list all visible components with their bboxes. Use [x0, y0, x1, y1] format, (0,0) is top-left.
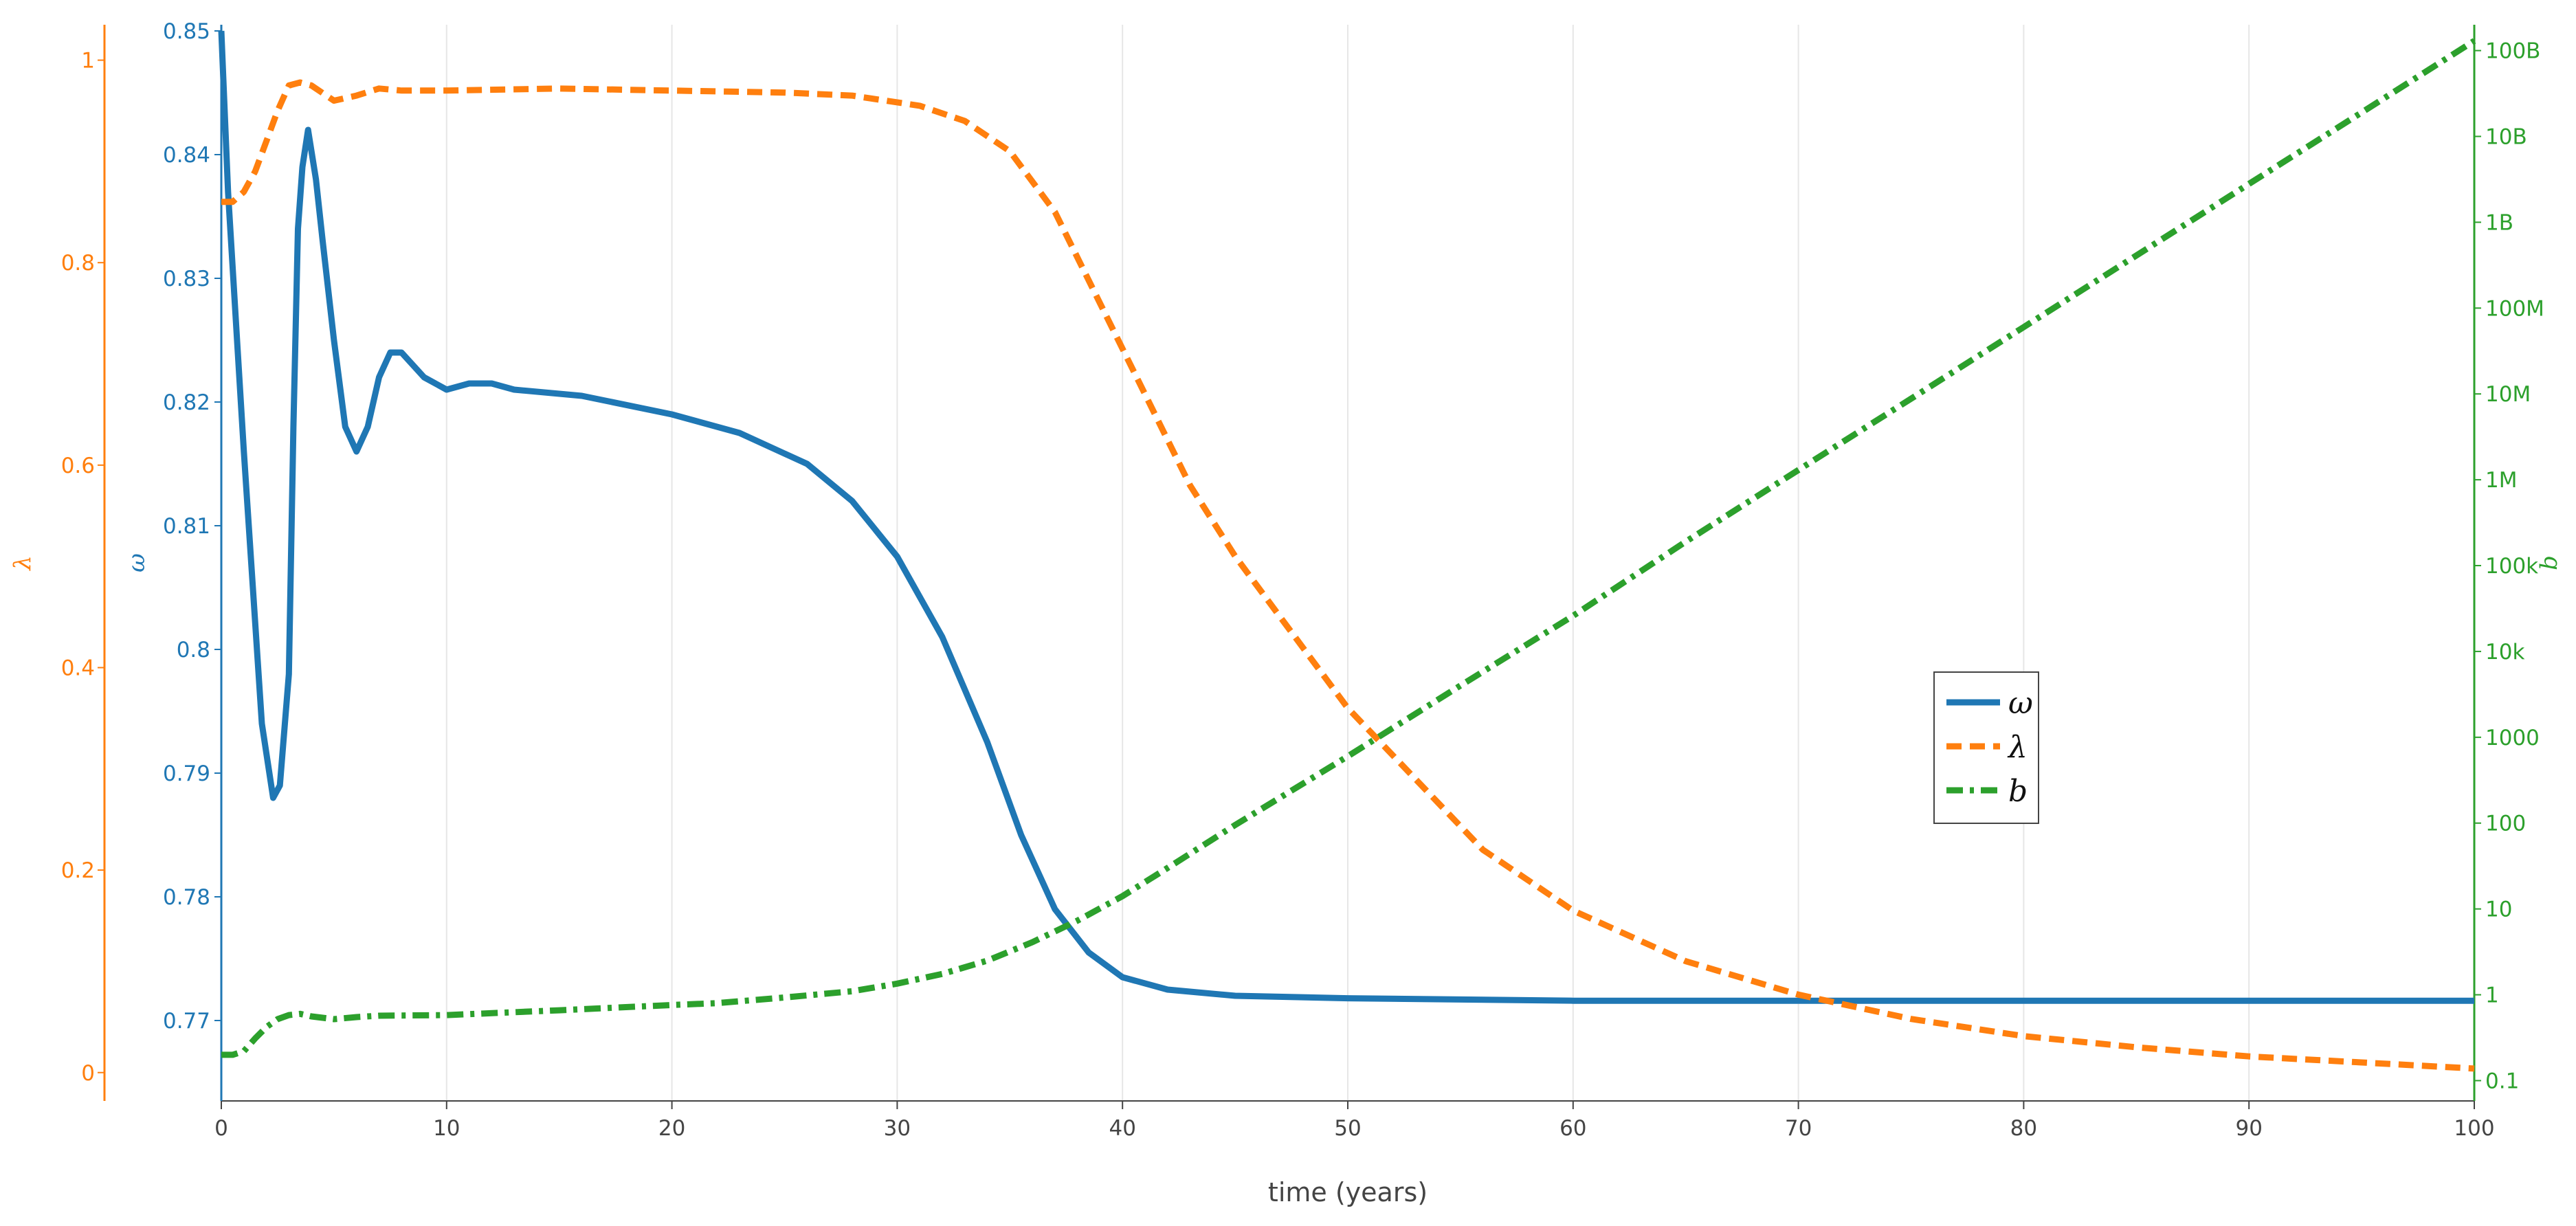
x-tick-label: 70: [1785, 1116, 1812, 1141]
legend[interactable]: ωλb: [1933, 671, 2039, 824]
b-tick-label: 100k: [2485, 554, 2538, 579]
omega-tick-label: 0.8: [177, 638, 210, 662]
omega-tick-label: 0.84: [163, 143, 210, 168]
x-tick-label: 40: [1109, 1116, 1135, 1141]
lambda-tick-label: 0: [81, 1061, 95, 1086]
omega-tick-label: 0.83: [163, 267, 210, 291]
b-tick-label: 10k: [2485, 640, 2524, 665]
x-tick-label: 60: [1559, 1116, 1586, 1141]
b-axis-title: b: [2535, 555, 2563, 570]
b-tick-label: 1B: [2485, 210, 2513, 235]
omega-axis-title: ω: [123, 553, 151, 572]
b-tick-label: 0.1: [2485, 1069, 2519, 1093]
x-tick-label: 50: [1334, 1116, 1361, 1141]
b-tick-label: 10M: [2485, 382, 2531, 407]
b-tick-label: 10B: [2485, 125, 2527, 150]
legend-label-omega: ω: [2008, 686, 2033, 721]
x-axis-title: time (years): [1268, 1177, 1428, 1207]
lambda-tick-label: 0.8: [61, 251, 95, 276]
x-tick-label: 90: [2235, 1116, 2262, 1141]
x-tick-label: 10: [433, 1116, 460, 1141]
x-tick-label: 100: [2454, 1116, 2494, 1141]
series-layer: [218, 30, 2476, 1072]
omega-tick-label: 0.77: [163, 1009, 210, 1034]
lambda-tick-label: 0.2: [61, 858, 95, 883]
b-tick-label: 100M: [2485, 296, 2544, 321]
x-tick-label: 30: [884, 1116, 911, 1141]
grid-layer: [445, 25, 2475, 1101]
b-tick-label: 1: [2485, 983, 2499, 1008]
omega-tick-label: 0.78: [163, 885, 210, 910]
omega-tick-label: 0.81: [163, 514, 210, 539]
b-tick-label: 1M: [2485, 468, 2517, 493]
b-tick-label: 100B: [2485, 39, 2540, 64]
legend-label-b: b: [2008, 774, 2028, 809]
b-tick-label: 1000: [2485, 726, 2540, 750]
x-tick-label: 80: [2010, 1116, 2037, 1141]
x-tick-label: 20: [658, 1116, 685, 1141]
lambda-tick-label: 1: [81, 49, 95, 74]
b-series-line: [221, 38, 2476, 1058]
b-tick-label: 10: [2485, 898, 2512, 922]
omega-tick-label: 0.85: [163, 19, 210, 44]
lambda-tick-label: 0.4: [61, 656, 95, 680]
omega-series-line: [218, 30, 2474, 1004]
lambda-tick-label: 0.6: [61, 454, 95, 478]
omega-tick-label: 0.82: [163, 390, 210, 415]
b-tick-label: 100: [2485, 812, 2526, 836]
lambda-series-line: [221, 79, 2475, 1072]
omega-tick-label: 0.79: [163, 761, 210, 786]
x-tick-label: 0: [214, 1116, 228, 1141]
lambda-axis-title: λ: [9, 555, 36, 572]
legend-label-lambda: λ: [2007, 730, 2028, 765]
